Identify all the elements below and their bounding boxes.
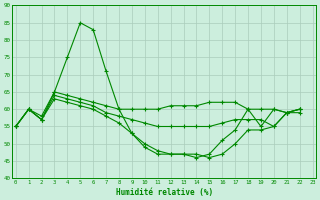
X-axis label: Humidité relative (%): Humidité relative (%) xyxy=(116,188,213,197)
